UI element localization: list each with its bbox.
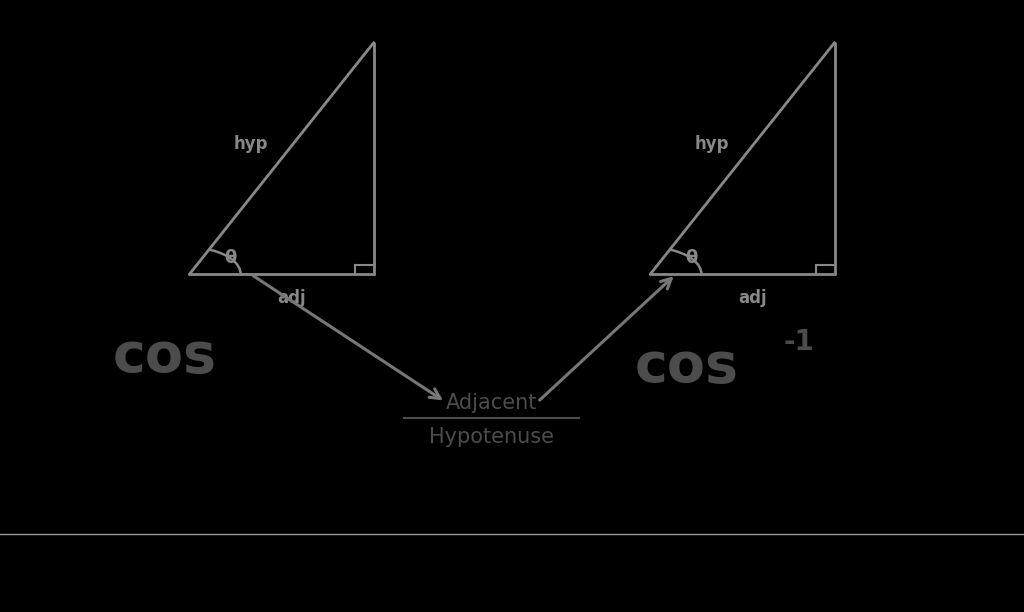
Text: cos: cos	[113, 330, 217, 384]
Text: hyp: hyp	[233, 135, 268, 153]
Text: θ: θ	[685, 249, 697, 267]
Text: cos: cos	[635, 340, 739, 394]
Text: -1: -1	[783, 328, 814, 356]
Text: adj: adj	[738, 289, 767, 307]
Text: hyp: hyp	[694, 135, 729, 153]
Text: Figure 6-4:: Figure 6-4:	[23, 562, 152, 582]
Text: θ: θ	[894, 560, 910, 584]
Text: adj: adj	[278, 289, 306, 307]
Text: Hypotenuse: Hypotenuse	[429, 427, 554, 447]
Text: cosine function & inverse cosine function to determine: cosine function & inverse cosine functio…	[154, 562, 738, 582]
Text: Adjacent: Adjacent	[445, 393, 538, 413]
Text: θ: θ	[224, 249, 237, 267]
